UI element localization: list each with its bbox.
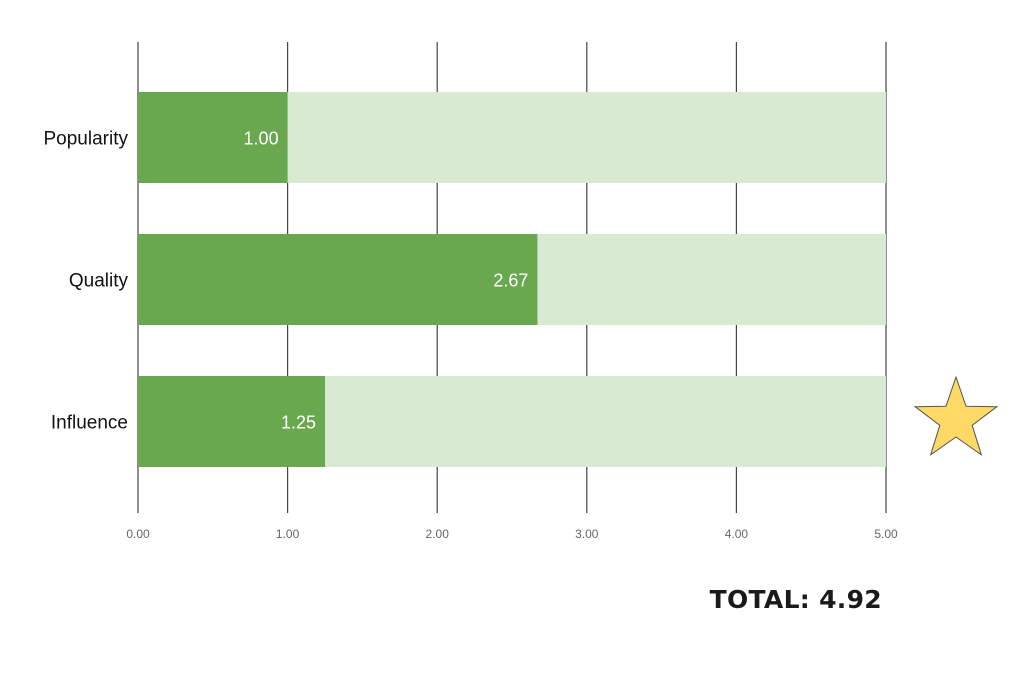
total-score: TOTAL: 4.92 bbox=[709, 585, 882, 614]
bar-quality bbox=[138, 234, 538, 325]
x-tick-label: 4.00 bbox=[725, 527, 749, 541]
x-tick-label: 1.00 bbox=[276, 527, 300, 541]
labels: 1.00 Popularity 2.67 Quality 1.25 Influence bbox=[44, 129, 529, 434]
x-tick-label: 5.00 bbox=[874, 527, 898, 541]
bars bbox=[138, 92, 886, 467]
x-axis-ticks: 0.00 1.00 2.00 3.00 4.00 5.00 bbox=[126, 527, 898, 541]
bar-value-label: 2.67 bbox=[493, 271, 528, 291]
bar-value-label: 1.00 bbox=[244, 129, 279, 149]
category-label: Popularity bbox=[44, 129, 129, 150]
category-label: Influence bbox=[51, 413, 128, 434]
bar-value-label: 1.25 bbox=[281, 413, 316, 433]
x-tick-label: 2.00 bbox=[426, 527, 450, 541]
bar-popularity bbox=[138, 92, 288, 183]
star-icon bbox=[913, 375, 999, 457]
bar-influence bbox=[138, 376, 325, 467]
x-tick-label: 0.00 bbox=[126, 527, 150, 541]
x-tick-label: 3.00 bbox=[575, 527, 599, 541]
category-label: Quality bbox=[69, 271, 129, 292]
